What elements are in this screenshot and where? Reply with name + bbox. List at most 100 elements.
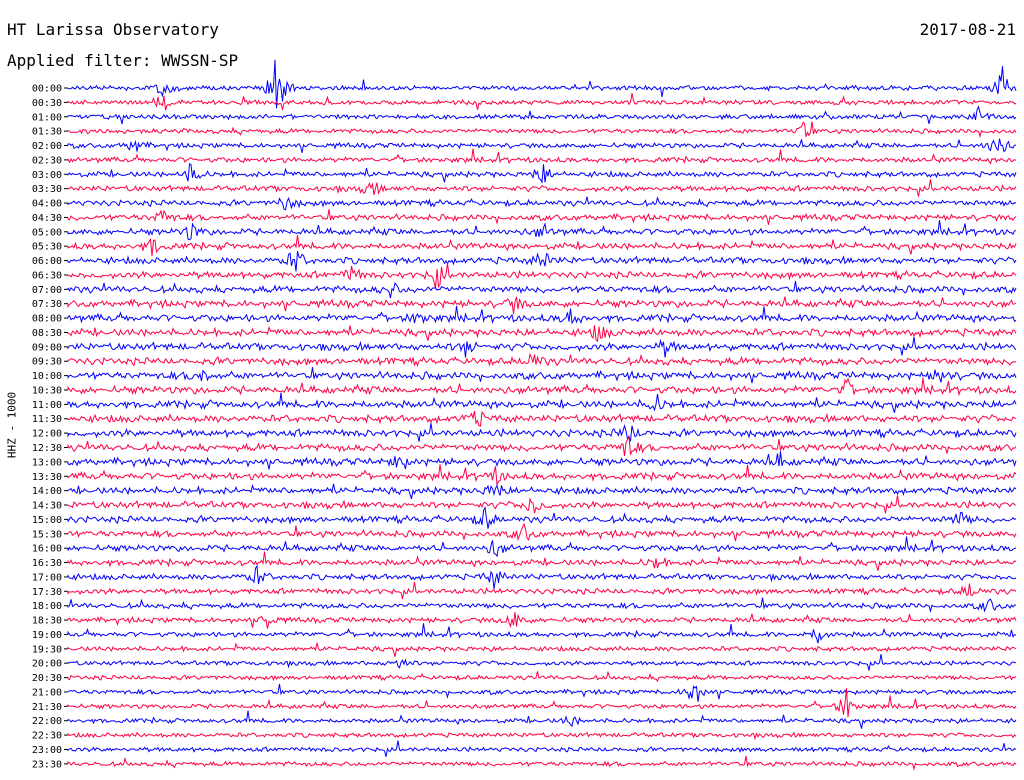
- trace-0900: [67, 336, 1017, 358]
- row-label-1800: 18:00: [32, 601, 62, 612]
- trace-1430: [67, 495, 1017, 514]
- row-label-2000: 20:00: [32, 659, 62, 670]
- trace-1730: [67, 581, 1017, 600]
- row-label-1530: 15:30: [32, 529, 62, 540]
- trace-0030: [67, 93, 1017, 112]
- trace-1400: [67, 483, 1017, 500]
- row-label-1830: 18:30: [32, 616, 62, 627]
- row-label-1200: 12:00: [32, 429, 62, 440]
- trace-1230: [67, 435, 1017, 457]
- row-label-1100: 11:00: [32, 400, 62, 411]
- trace-1600: [67, 536, 1017, 558]
- trace-0500: [67, 220, 1017, 241]
- trace-2200: [67, 710, 1017, 729]
- row-label-1130: 11:30: [32, 414, 62, 425]
- row-labels: 00:00 00:30 01:00 01:30 02:00 02:30 03:00 03:30…: [32, 84, 68, 770]
- trace-0230: [67, 148, 1017, 165]
- row-label-1300: 13:00: [32, 457, 62, 468]
- row-label-0430: 04:30: [32, 213, 62, 224]
- row-label-1630: 16:30: [32, 558, 62, 569]
- row-label-2300: 23:00: [32, 745, 62, 756]
- trace-1130: [67, 410, 1017, 427]
- trace-2300: [67, 740, 1017, 757]
- trace-0930: [67, 352, 1017, 367]
- trace-1830: [67, 611, 1017, 629]
- trace-1500: [67, 505, 1017, 529]
- station-title: HT Larissa Observatory: [7, 20, 219, 39]
- trace-1200: [67, 423, 1017, 442]
- row-label-0330: 03:30: [32, 184, 62, 195]
- trace-0130: [67, 121, 1017, 139]
- row-label-0030: 00:30: [32, 98, 62, 109]
- row-label-0000: 00:00: [32, 84, 62, 95]
- trace-0430: [67, 209, 1017, 225]
- row-label-1930: 19:30: [32, 644, 62, 655]
- trace-0700: [67, 280, 1017, 299]
- trace-0800: [67, 305, 1017, 325]
- row-label-0230: 02:30: [32, 155, 62, 166]
- trace-0400: [67, 195, 1017, 211]
- row-label-2230: 22:30: [32, 731, 62, 742]
- trace-0100: [67, 105, 1017, 125]
- trace-1300: [67, 451, 1017, 470]
- trace-1930: [67, 642, 1017, 657]
- traces: [67, 59, 1017, 771]
- trace-0730: [67, 296, 1017, 314]
- date-label: 2017-08-21: [919, 20, 1016, 39]
- row-label-2330: 23:30: [32, 759, 62, 770]
- row-label-2030: 20:30: [32, 673, 62, 684]
- row-label-0630: 06:30: [32, 270, 62, 281]
- trace-1700: [67, 564, 1017, 590]
- trace-0630: [67, 263, 1017, 289]
- trace-1530: [67, 522, 1017, 542]
- trace-0200: [67, 138, 1017, 153]
- row-label-0600: 06:00: [32, 256, 62, 267]
- trace-0830: [67, 325, 1017, 343]
- row-label-0130: 01:30: [32, 127, 62, 138]
- trace-1000: [67, 367, 1017, 384]
- row-label-1900: 19:00: [32, 630, 62, 641]
- trace-0600: [67, 251, 1017, 272]
- trace-0000: [67, 59, 1017, 109]
- trace-2330: [67, 755, 1017, 771]
- row-label-1430: 14:30: [32, 501, 62, 512]
- row-label-0700: 07:00: [32, 285, 62, 296]
- row-label-0930: 09:30: [32, 357, 62, 368]
- row-label-1230: 12:30: [32, 443, 62, 454]
- row-label-2100: 21:00: [32, 687, 62, 698]
- trace-1030: [67, 377, 1017, 397]
- trace-0330: [67, 179, 1017, 197]
- row-label-2200: 22:00: [32, 716, 62, 727]
- filter-label: Applied filter: WWSSN-SP: [7, 51, 239, 70]
- row-label-0900: 09:00: [32, 342, 62, 353]
- row-label-0300: 03:00: [32, 170, 62, 181]
- row-label-0100: 01:00: [32, 112, 62, 123]
- row-label-1000: 10:00: [32, 371, 62, 382]
- row-label-1330: 13:30: [32, 472, 62, 483]
- trace-2030: [67, 670, 1017, 683]
- trace-0530: [67, 234, 1017, 257]
- trace-1900: [67, 623, 1017, 644]
- row-label-0200: 02:00: [32, 141, 62, 152]
- row-label-1400: 14:00: [32, 486, 62, 497]
- trace-2130: [67, 688, 1017, 718]
- row-label-1030: 10:30: [32, 385, 62, 396]
- row-label-0500: 05:00: [32, 227, 62, 238]
- trace-2100: [67, 683, 1017, 702]
- trace-2230: [67, 731, 1017, 741]
- trace-0300: [67, 163, 1017, 184]
- trace-1100: [67, 392, 1017, 413]
- row-label-1700: 17:00: [32, 572, 62, 583]
- trace-1800: [67, 597, 1017, 614]
- row-label-1600: 16:00: [32, 544, 62, 555]
- row-label-0400: 04:00: [32, 199, 62, 210]
- trace-1330: [67, 464, 1017, 486]
- row-label-0830: 08:30: [32, 328, 62, 339]
- row-label-2130: 21:30: [32, 702, 62, 713]
- trace-2000: [67, 654, 1017, 671]
- row-label-1500: 15:00: [32, 515, 62, 526]
- row-label-0800: 08:00: [32, 314, 62, 325]
- row-label-0730: 07:30: [32, 299, 62, 310]
- trace-1630: [67, 551, 1017, 571]
